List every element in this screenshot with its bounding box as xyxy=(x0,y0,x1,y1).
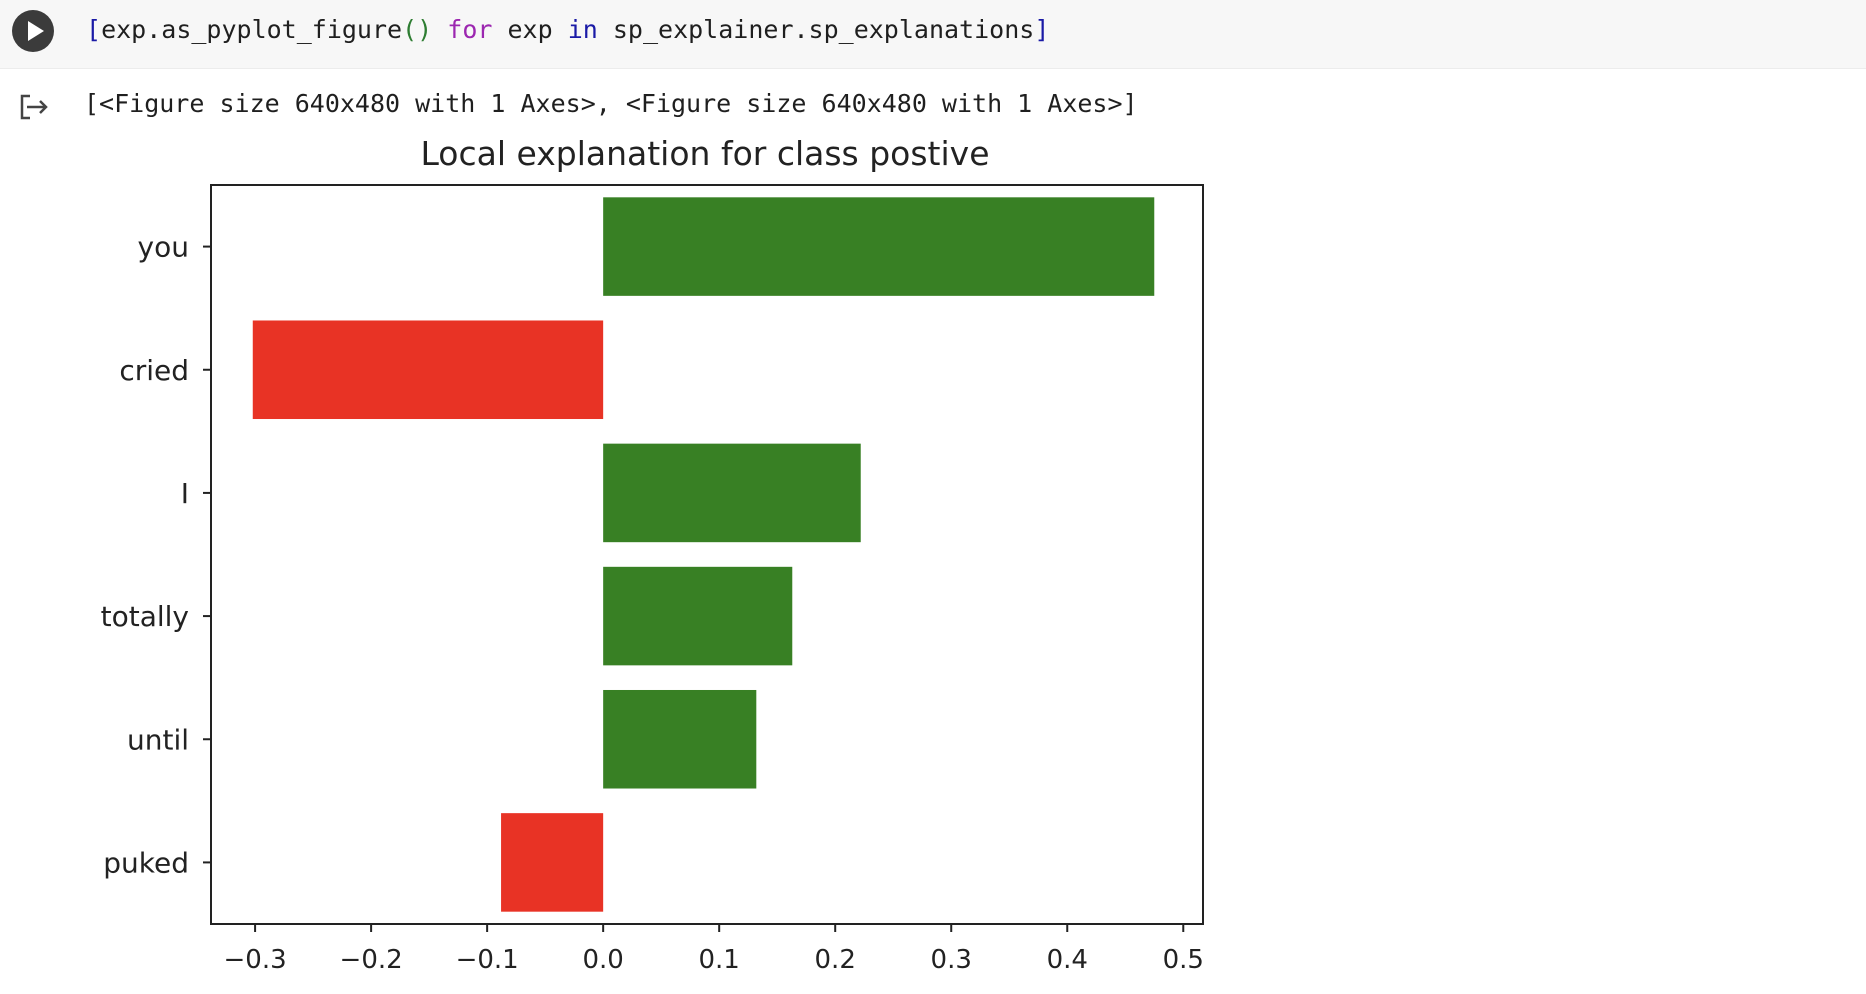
x-axis: −0.3 −0.2 −0.1 0.0 0.1 0.2 0.3 0.4 0.5 xyxy=(224,924,1204,975)
plot-frame xyxy=(210,184,1204,925)
code-kw-for: for xyxy=(447,15,493,44)
y-tick-label: puked xyxy=(103,846,189,879)
y-tick-label: until xyxy=(127,723,189,756)
output-text: [<Figure size 640x480 with 1 Axes>, <Fig… xyxy=(84,89,1138,118)
x-tick-label: 0.5 xyxy=(1163,945,1204,975)
run-cell-button[interactable] xyxy=(12,10,54,52)
bar-totally xyxy=(603,566,793,666)
x-tick-label: 0.4 xyxy=(1047,945,1088,975)
y-tick-label: I xyxy=(181,477,189,510)
x-tick-label: 0.3 xyxy=(931,945,972,975)
bar-puked xyxy=(501,813,604,912)
x-tick-label: 0.2 xyxy=(815,945,856,975)
code-line[interactable]: [exp.as_pyplot_figure() for exp in sp_ex… xyxy=(86,14,1049,46)
x-tick-label: 0.0 xyxy=(582,945,623,975)
bar-i xyxy=(603,443,861,543)
code-cell[interactable]: [exp.as_pyplot_figure() for exp in sp_ex… xyxy=(0,0,1866,69)
y-tick-label: totally xyxy=(101,600,189,633)
y-tick-label: you xyxy=(138,231,189,264)
code-var: exp xyxy=(507,15,553,44)
bar-until xyxy=(603,689,757,789)
x-tick-label: 0.1 xyxy=(699,945,740,975)
bar-chart: Local explanation for class postive you c… xyxy=(101,134,1204,975)
output-arrow-icon[interactable] xyxy=(18,92,52,126)
code-close-bracket: ] xyxy=(1034,15,1050,44)
code-parens: () xyxy=(402,15,433,44)
bar-you xyxy=(603,197,1155,296)
code-kw-in: in xyxy=(567,15,598,44)
bars-group xyxy=(252,197,1155,912)
y-tick-label: cried xyxy=(119,354,189,387)
code-iterable: sp_explainer.sp_explanations xyxy=(612,15,1035,44)
play-icon xyxy=(28,21,44,41)
x-tick-label: −0.2 xyxy=(340,945,403,975)
code-open-bracket: [ xyxy=(86,15,102,44)
x-tick-label: −0.3 xyxy=(224,945,287,975)
x-tick-label: −0.1 xyxy=(456,945,519,975)
bar-cried xyxy=(252,320,604,420)
chart-title: Local explanation for class postive xyxy=(421,134,990,173)
code-func: exp.as_pyplot_figure xyxy=(101,15,403,44)
